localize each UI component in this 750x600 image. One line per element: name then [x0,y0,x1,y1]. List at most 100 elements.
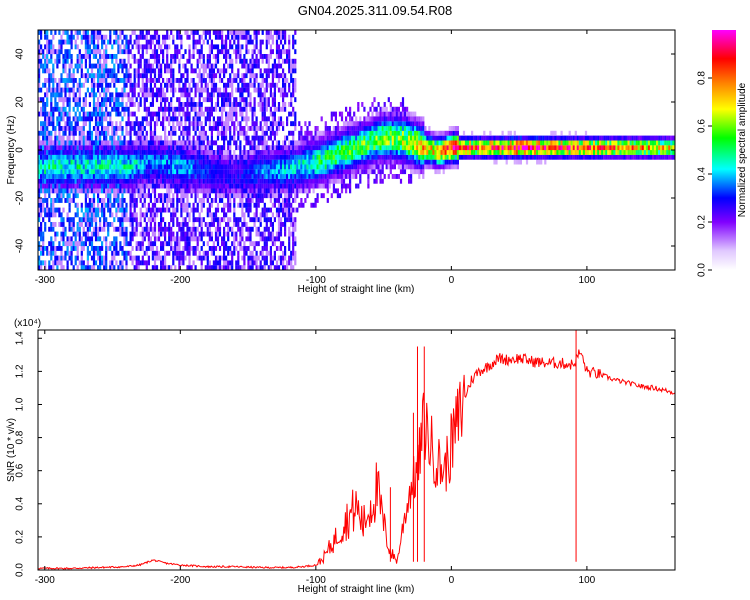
spectrogram-cell [72,265,75,270]
spectrogram-cell [107,159,110,165]
spectrogram-cell [66,58,69,64]
spectrogram-cell [263,255,266,261]
spectrogram-cell [282,78,285,83]
spectrogram-cell [255,54,258,59]
spectrogram-cell [176,49,179,55]
spectrogram-cell [214,54,218,59]
spectrogram-cell [113,102,116,107]
spectrogram-cell [200,188,203,194]
spectrogram-cell [233,140,236,146]
spectrogram-cell [115,145,118,151]
spectrogram-cell [72,193,75,199]
spectrogram-cell [133,145,136,151]
spectrogram-cell [263,246,266,251]
spectrogram-cell [66,145,69,151]
spectrogram-cell [298,140,301,146]
spectrogram-cell [212,250,215,256]
spectrogram-cell [202,87,205,93]
spectrogram-cell [210,154,213,160]
spectrogram-cell [147,44,150,50]
spectrogram-cell [42,150,45,155]
spectrogram-cell [188,174,191,179]
spectrogram-cell [133,30,136,35]
spectrogram-cell [286,92,289,98]
spectrogram-cell [196,58,199,64]
spectrogram-cell [265,193,268,199]
spectrogram-cell [273,116,276,122]
spectrogram-cell [184,222,187,227]
spectrogram-cell [239,246,242,251]
spectrogram-cell [233,198,236,203]
spectrogram-cell [290,97,293,103]
spectrogram-cell [133,130,136,136]
spectrogram-cell [290,130,293,136]
spectrogram-cell [149,111,152,117]
spectrogram-cell [184,231,187,237]
spectrogram-cell [263,97,266,103]
spectrogram-cell [353,150,356,155]
spectrogram-cell [178,68,181,74]
spectrogram-cell [261,82,264,88]
spectrogram-cell [133,54,136,59]
spectrogram-cell [320,130,323,136]
spectrogram-cell [123,236,126,242]
spectrogram-cell [92,217,96,223]
spectrogram-cell [170,126,173,131]
spectrogram-cell [265,246,268,251]
spectrogram-cell [347,130,350,136]
spectrogram-cell [44,106,47,112]
spectrogram-cell [275,212,279,218]
spectrogram-cell [153,92,157,98]
spectrogram-cell [38,188,41,194]
spectrogram-cell [208,30,211,35]
spectrogram-cell [111,140,114,146]
spectrogram-cell [107,97,110,103]
spectrogram-cell [192,34,195,40]
spectrogram-cell [216,178,220,184]
spectrogram-cell [334,159,337,165]
spectrogram-cell [316,193,319,199]
spectrogram-cell [239,159,242,165]
spectrogram-cell [121,198,124,203]
spectrogram-cell [216,145,220,151]
spectrogram-cell [170,30,173,35]
spectrogram-cell [149,246,152,251]
spectrogram-cell [198,121,201,127]
spectrogram-cell [312,135,315,141]
spectrogram-cell [332,150,335,155]
spectrogram-cell [74,212,77,218]
spectrogram-cell [60,78,63,83]
spectrogram-cell [334,140,337,146]
spectrogram-cell [269,198,272,203]
spectrogram-cell [294,174,297,179]
spectrogram-cell [214,44,218,50]
spectrogram-cell [184,169,187,175]
spectrogram-cell [72,130,75,136]
spectrogram-cell [178,63,181,69]
spectrogram-cell [255,135,258,141]
spectrogram-cell [94,260,98,266]
spectrogram-cell [147,217,150,223]
spectrogram-cell [298,135,301,141]
spectrogram-cell [351,126,354,131]
spectrogram-cell [255,30,258,35]
spectrogram-cell [60,222,63,227]
spectrogram-cell [107,188,110,194]
spectrogram-cell [149,217,152,223]
spectrogram-cell [86,87,89,93]
spectrogram-cell [271,92,274,98]
spectrogram-cell [178,188,181,194]
spectrogram-cell [237,183,240,189]
spectrogram-cell [182,73,185,79]
spectrogram-cell [66,150,69,155]
spectrogram-cell [218,150,222,155]
spectrogram-cell [198,212,201,218]
spectrogram-cell [279,121,283,127]
spectrogram-cell [277,159,281,165]
spectrogram-cell [50,226,53,232]
spectrogram-cell [269,87,272,93]
spectrogram-cell [273,145,276,151]
spectrogram-cell [46,140,49,146]
spectrogram-cell [210,78,213,83]
spectrogram-cell [70,236,73,242]
